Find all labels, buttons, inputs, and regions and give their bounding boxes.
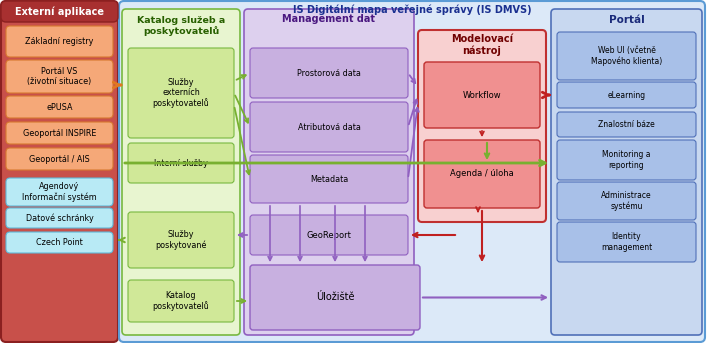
Text: GeoReport: GeoReport (307, 230, 351, 239)
FancyBboxPatch shape (122, 9, 240, 335)
FancyBboxPatch shape (6, 178, 113, 206)
FancyBboxPatch shape (557, 182, 696, 220)
FancyBboxPatch shape (424, 140, 540, 208)
FancyBboxPatch shape (250, 48, 408, 98)
Text: Interní služby: Interní služby (154, 158, 208, 167)
FancyBboxPatch shape (128, 48, 234, 138)
Text: Portál VS
(životní situace): Portál VS (životní situace) (28, 67, 92, 86)
Text: Služby
poskytované: Služby poskytované (156, 230, 206, 250)
Text: Základní registry: Základní registry (25, 37, 94, 46)
Text: Identity
management: Identity management (601, 232, 652, 252)
Text: Katalog služeb a
poskytovatelů: Katalog služeb a poskytovatelů (137, 16, 225, 36)
FancyBboxPatch shape (557, 140, 696, 180)
FancyBboxPatch shape (128, 212, 234, 268)
FancyBboxPatch shape (424, 62, 540, 128)
FancyBboxPatch shape (557, 112, 696, 137)
Text: Geoportál / AIS: Geoportál / AIS (29, 154, 90, 164)
FancyBboxPatch shape (6, 232, 113, 253)
FancyBboxPatch shape (418, 30, 546, 222)
Text: Geoportál INSPIRE: Geoportál INSPIRE (23, 129, 96, 138)
Text: Prostorová data: Prostorová data (297, 69, 361, 78)
Text: Znalostní báze: Znalostní báze (598, 120, 655, 129)
FancyBboxPatch shape (250, 215, 408, 255)
Text: Web UI (včetně
Mapového klienta): Web UI (včetně Mapového klienta) (591, 46, 662, 66)
FancyBboxPatch shape (557, 222, 696, 262)
Text: Úložiště: Úložiště (316, 293, 354, 303)
Text: Agendový
Informační systém: Agendový Informační systém (22, 182, 97, 202)
Text: Metadata: Metadata (310, 175, 348, 184)
FancyBboxPatch shape (250, 102, 408, 152)
Text: Portál: Portál (609, 15, 644, 25)
FancyBboxPatch shape (6, 96, 113, 118)
FancyBboxPatch shape (128, 143, 234, 183)
FancyBboxPatch shape (6, 60, 113, 93)
FancyBboxPatch shape (6, 208, 113, 228)
Text: Externí aplikace: Externí aplikace (15, 6, 104, 17)
Text: Modelovací
nástroj: Modelovací nástroj (451, 34, 513, 56)
Text: Datové schránky: Datové schránky (25, 213, 93, 223)
FancyBboxPatch shape (557, 82, 696, 108)
FancyBboxPatch shape (6, 122, 113, 144)
Text: Workflow: Workflow (462, 91, 501, 99)
Text: Služby
externích
poskytovatelů: Služby externích poskytovatelů (153, 78, 209, 108)
Text: Administrace
systému: Administrace systému (601, 191, 652, 211)
FancyBboxPatch shape (119, 1, 705, 342)
FancyBboxPatch shape (6, 26, 113, 57)
FancyBboxPatch shape (557, 32, 696, 80)
Text: Katalog
poskytovatelů: Katalog poskytovatelů (153, 291, 209, 311)
Text: Management dat: Management dat (283, 14, 375, 24)
Text: Monitoring a
reporting: Monitoring a reporting (602, 150, 650, 170)
FancyBboxPatch shape (244, 9, 414, 335)
FancyBboxPatch shape (250, 155, 408, 203)
FancyBboxPatch shape (1, 1, 118, 342)
FancyBboxPatch shape (250, 265, 420, 330)
FancyBboxPatch shape (551, 9, 702, 335)
Text: Czech Point: Czech Point (36, 238, 83, 247)
FancyBboxPatch shape (128, 280, 234, 322)
Text: ePUSA: ePUSA (46, 103, 73, 111)
Text: eLearning: eLearning (607, 91, 645, 99)
FancyBboxPatch shape (1, 1, 118, 22)
Text: Agenda / úloha: Agenda / úloha (450, 169, 514, 178)
Text: Atributová data: Atributová data (298, 122, 361, 131)
Text: IS Digitální mapa veřejné správy (IS DMVS): IS Digitální mapa veřejné správy (IS DMV… (293, 5, 532, 15)
FancyBboxPatch shape (6, 148, 113, 170)
